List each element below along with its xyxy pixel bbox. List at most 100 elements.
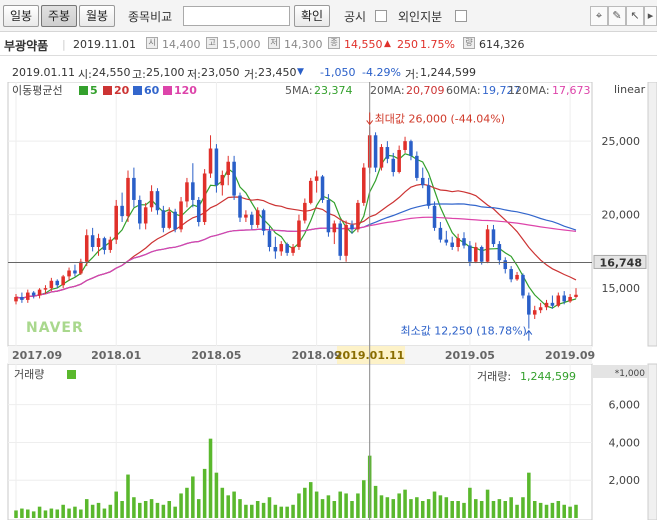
candle-body	[214, 148, 219, 186]
volume-bar	[574, 504, 578, 518]
candle-body	[332, 223, 337, 233]
volume-bar	[31, 511, 36, 518]
period-button-daily[interactable]: 일봉	[3, 5, 39, 27]
detail-high-label: 고:	[132, 68, 146, 81]
volume-bars	[14, 438, 578, 518]
candle-body	[521, 274, 525, 296]
stock-chart[interactable]: 25,000 20,000 15,000 6,000 4,000 2,000 2017.…	[0, 82, 657, 520]
volume-bar	[149, 499, 154, 518]
candle-body	[379, 147, 384, 168]
foreign-label: 외인지분	[398, 10, 443, 24]
candle-body	[255, 210, 260, 225]
detail-change-pct: -4.29%	[362, 66, 401, 79]
volume-bar	[538, 502, 543, 518]
price-scrollbar[interactable]	[647, 82, 657, 347]
candle-body	[167, 211, 172, 228]
period-button-monthly[interactable]: 월봉	[79, 5, 115, 27]
toolbar: 일봉 주봉 월봉 종목비교 확인 공시 외인지분 ⌖ ✎ ↖ ▸	[0, 0, 657, 32]
detail-open: 24,550	[92, 66, 131, 79]
volume-bar	[250, 504, 254, 518]
volume-bar	[179, 493, 183, 518]
volume-title: 거래량	[14, 368, 44, 381]
volume-scrollbar[interactable]	[647, 363, 657, 520]
summary-date: 2019.11.01	[73, 38, 136, 51]
volume-bar	[438, 495, 443, 518]
detail-high: 25,100	[146, 66, 185, 79]
candle-body	[73, 270, 77, 274]
candle-body	[285, 244, 289, 253]
volume-bar	[173, 506, 177, 518]
volume-bar	[362, 480, 366, 518]
volume-bar	[297, 493, 301, 518]
candle-body	[114, 205, 118, 240]
volume-readout-value: 1,244,599	[520, 370, 576, 383]
scale-label[interactable]: linear	[614, 83, 646, 96]
candle-body	[102, 238, 107, 250]
ma5-value: 23,374	[314, 84, 353, 97]
volume-bar	[273, 504, 278, 518]
candle-body	[196, 199, 201, 222]
cursor-date-highlight	[337, 346, 405, 364]
candle-body	[43, 288, 48, 290]
candle-body	[37, 289, 42, 296]
volume-bar	[562, 504, 566, 518]
volume-bar	[356, 493, 360, 518]
volume-swatch	[67, 370, 76, 379]
volume-bar	[432, 491, 437, 518]
candle-body	[497, 244, 502, 261]
candle-body	[49, 280, 54, 289]
date-tick-label: 2018.01	[91, 349, 141, 362]
candle-body	[67, 270, 71, 277]
volume-bar	[497, 499, 502, 518]
candle-body	[238, 195, 242, 218]
volume-bar	[232, 491, 236, 518]
detail-close: 23,450	[258, 66, 297, 79]
volume-bar	[73, 506, 77, 518]
volume-bar	[403, 489, 407, 518]
pencil-tool-icon[interactable]: ✎	[608, 6, 626, 26]
notice-checkbox[interactable]	[375, 10, 387, 22]
volume-bar	[450, 501, 454, 518]
volume-tick-label: 2,000	[609, 474, 641, 487]
ma-legend-title: 이동평균선	[12, 84, 63, 97]
expand-tool-icon[interactable]: ▸	[644, 6, 657, 26]
date-tick-label: 2018.09	[292, 349, 342, 362]
detail-close-label: 거:	[244, 68, 258, 81]
divider: |	[62, 38, 66, 51]
detail-volume: 1,244,599	[420, 66, 476, 79]
candle-body	[320, 176, 325, 200]
candle-body	[426, 185, 431, 206]
price-panel	[7, 82, 593, 347]
period-button-weekly[interactable]: 주봉	[41, 5, 77, 27]
volume-bar	[84, 499, 89, 518]
ma5-value-label: 5MA:	[285, 84, 313, 97]
volume-bar	[391, 499, 396, 518]
volume-bar	[426, 499, 431, 518]
crosshair-tool-icon[interactable]: ⌖	[590, 6, 608, 26]
candle-body	[55, 280, 60, 286]
candle-body	[143, 207, 148, 224]
ma60-value-label: 60MA:	[446, 84, 481, 97]
volume-bar	[132, 497, 136, 518]
volume-bar	[556, 501, 561, 518]
candle-body	[550, 302, 555, 306]
candle-body	[485, 229, 490, 262]
candle-body	[279, 244, 284, 252]
volume-bar	[521, 497, 525, 518]
low-icon: 저	[268, 37, 280, 49]
date-axis-bar	[8, 346, 592, 364]
confirm-button[interactable]: 확인	[294, 5, 330, 27]
foreign-checkbox[interactable]	[455, 10, 467, 22]
volume-bar	[108, 504, 113, 518]
cursor-tool-icon[interactable]: ↖	[626, 6, 644, 26]
volume-bar	[550, 502, 555, 518]
compare-input[interactable]	[183, 6, 290, 26]
ma20-value: 20,709	[406, 84, 445, 97]
candle-body	[220, 174, 225, 186]
candle-body	[344, 224, 348, 256]
volume-bar	[338, 491, 342, 518]
volume-bar	[37, 506, 42, 518]
candle-body	[90, 235, 95, 247]
volume-bar	[503, 501, 508, 518]
compare-label: 종목비교	[128, 10, 173, 24]
